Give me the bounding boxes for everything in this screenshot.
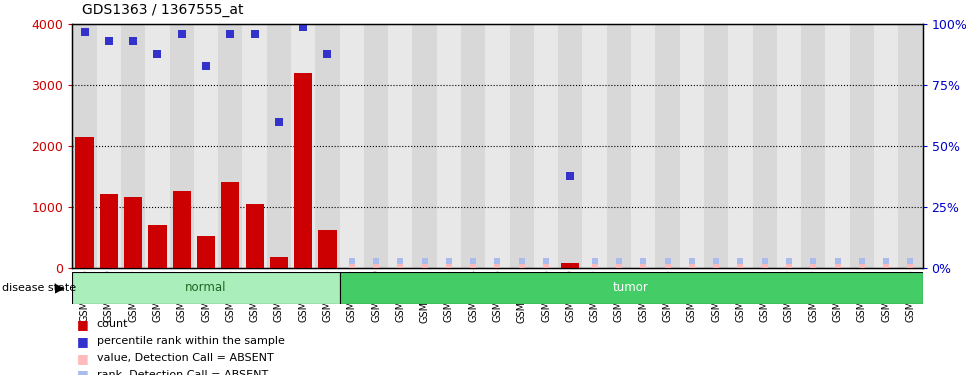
Bar (582, 24, 607, 268)
Bar (631, 24, 655, 268)
Bar (75, 137, 94, 268)
Bar (97, 24, 121, 268)
Bar (340, 24, 364, 268)
Text: ■: ■ (77, 318, 89, 331)
Bar (267, 24, 291, 268)
Bar (874, 24, 898, 268)
Bar (388, 24, 412, 268)
Bar (412, 24, 437, 268)
Bar (242, 24, 267, 268)
Text: tumor: tumor (613, 281, 649, 294)
Bar (319, 230, 336, 268)
Bar (801, 24, 825, 268)
Text: value, Detection Call = ABSENT: value, Detection Call = ABSENT (97, 353, 273, 363)
Text: normal: normal (185, 281, 227, 294)
Bar (121, 24, 145, 268)
Bar (437, 24, 461, 268)
Bar (898, 24, 923, 268)
Bar (461, 24, 485, 268)
Bar (315, 24, 340, 268)
Bar (850, 24, 874, 268)
Bar (340, 272, 923, 304)
Bar (124, 197, 142, 268)
Bar (607, 24, 631, 268)
Text: ■: ■ (77, 369, 89, 375)
Bar (364, 24, 388, 268)
Bar (245, 204, 264, 268)
Bar (270, 257, 288, 268)
Bar (99, 194, 118, 268)
Bar (534, 24, 558, 268)
Text: percentile rank within the sample: percentile rank within the sample (97, 336, 284, 346)
Bar (655, 24, 680, 268)
Bar (145, 24, 170, 268)
Text: ▶: ▶ (55, 281, 65, 294)
Bar (72, 272, 340, 304)
Bar (294, 73, 312, 268)
Bar (753, 24, 777, 268)
Bar (149, 225, 166, 268)
Bar (704, 24, 728, 268)
Text: count: count (97, 320, 128, 329)
Bar (194, 24, 218, 268)
Text: disease state: disease state (2, 283, 76, 293)
Bar (221, 182, 240, 268)
Bar (218, 24, 242, 268)
Text: ■: ■ (77, 335, 89, 348)
Text: ■: ■ (77, 352, 89, 364)
Bar (72, 24, 97, 268)
Bar (825, 24, 850, 268)
Bar (173, 191, 191, 268)
Bar (680, 24, 704, 268)
Bar (777, 24, 801, 268)
Bar (561, 263, 580, 268)
Bar (728, 24, 753, 268)
Bar (558, 24, 582, 268)
Bar (197, 237, 215, 268)
Bar (291, 24, 315, 268)
Bar (170, 24, 194, 268)
Bar (510, 24, 534, 268)
Text: rank, Detection Call = ABSENT: rank, Detection Call = ABSENT (97, 370, 268, 375)
Bar (485, 24, 510, 268)
Text: GDS1363 / 1367555_at: GDS1363 / 1367555_at (82, 3, 243, 17)
